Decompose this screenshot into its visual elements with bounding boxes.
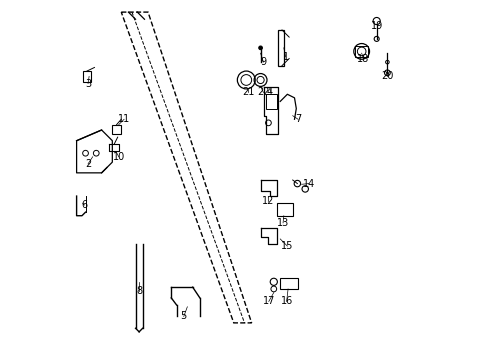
Bar [276, 203, 292, 216]
Text: 15: 15 [281, 241, 293, 251]
Circle shape [258, 46, 262, 50]
Text: 21: 21 [242, 87, 254, 98]
Text: 10: 10 [112, 152, 124, 162]
Bar [280, 278, 298, 289]
Text: 5: 5 [180, 311, 186, 321]
Text: 11: 11 [118, 114, 130, 124]
Text: 6: 6 [81, 200, 87, 210]
Bar [112, 125, 121, 134]
Bar [354, 46, 367, 57]
Bar [265, 94, 276, 109]
Text: 20: 20 [381, 71, 393, 81]
Text: 7: 7 [294, 114, 301, 124]
Text: 22: 22 [257, 87, 269, 98]
Bar [83, 71, 91, 82]
Text: 12: 12 [261, 197, 273, 206]
Text: 18: 18 [357, 54, 369, 64]
Text: 16: 16 [280, 296, 292, 306]
Text: 14: 14 [302, 179, 314, 189]
Text: 1: 1 [282, 52, 288, 62]
Text: 9: 9 [260, 57, 266, 67]
Text: 2: 2 [85, 159, 91, 169]
Text: 19: 19 [370, 21, 382, 31]
Text: 17: 17 [262, 296, 274, 306]
Text: 13: 13 [276, 218, 288, 228]
Text: 4: 4 [266, 87, 272, 98]
Text: 3: 3 [85, 78, 91, 89]
Bar [278, 30, 283, 66]
Text: 8: 8 [136, 286, 142, 296]
